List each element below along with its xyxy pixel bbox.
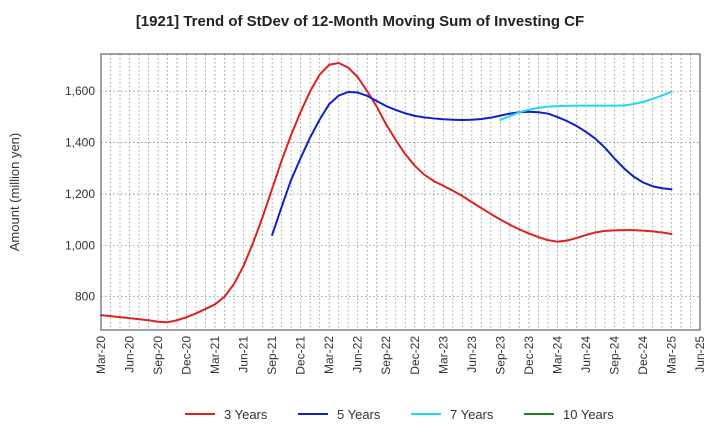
y-tick-label: 1,200 [65, 187, 95, 201]
x-tick-label: Jun-25 [693, 336, 707, 373]
y-tick-label: 800 [75, 290, 95, 304]
series-line-5-years [271, 91, 673, 236]
y-tick-label: 1,600 [65, 84, 95, 98]
x-tick-label: Mar-22 [322, 336, 336, 374]
legend-label: 7 Years [450, 407, 494, 422]
x-tick-label: Mar-24 [550, 336, 564, 374]
x-tick-label: Dec-23 [522, 336, 536, 375]
x-tick-label: Mar-25 [664, 336, 678, 374]
plot-frame [100, 53, 701, 331]
series-lines [100, 61, 673, 324]
series-line-7-years [499, 90, 673, 121]
x-tick-label: Dec-20 [180, 336, 194, 375]
x-tick-label: Sep-23 [493, 336, 507, 375]
grid [100, 54, 701, 330]
x-tick-label: Dec-21 [294, 336, 308, 375]
y-tick-label: 1,000 [65, 238, 95, 252]
legend-label: 5 Years [337, 407, 381, 422]
x-tick-label: Sep-22 [379, 336, 393, 375]
legend: 3 Years 5 Years 7 Years 10 Years [185, 407, 614, 422]
x-tick-label: Mar-23 [436, 336, 450, 374]
legend-label: 3 Years [224, 407, 268, 422]
x-tick-labels: Mar-20 Jun-20 Sep-20 Dec-20 Mar-21 Jun-21 Sep-… [94, 336, 707, 375]
y-tick-label: 1,400 [65, 136, 95, 150]
x-tick-label: Jun-22 [351, 336, 365, 373]
x-tick-label: Dec-22 [408, 336, 422, 375]
x-tick-label: Jun-21 [237, 336, 251, 373]
x-tick-label: Jun-23 [465, 336, 479, 373]
x-tick-label: Mar-20 [94, 336, 108, 374]
legend-label: 10 Years [563, 407, 614, 422]
x-tick-label: Dec-24 [636, 336, 650, 375]
x-tick-label: Mar-21 [208, 336, 222, 374]
y-axis-label: Amount (million yen) [7, 133, 22, 252]
x-tick-label: Jun-20 [123, 336, 137, 373]
series-line-3-years [100, 61, 673, 324]
x-tick-label: Jun-24 [579, 336, 593, 373]
chart-title: [1921] Trend of StDev of 12-Month Moving… [136, 13, 584, 30]
y-tick-labels: 800 1,000 1,200 1,400 1,600 [65, 84, 95, 303]
x-tick-label: Sep-20 [151, 336, 165, 375]
x-tick-label: Sep-21 [265, 336, 279, 375]
x-tick-label: Sep-24 [607, 336, 621, 375]
